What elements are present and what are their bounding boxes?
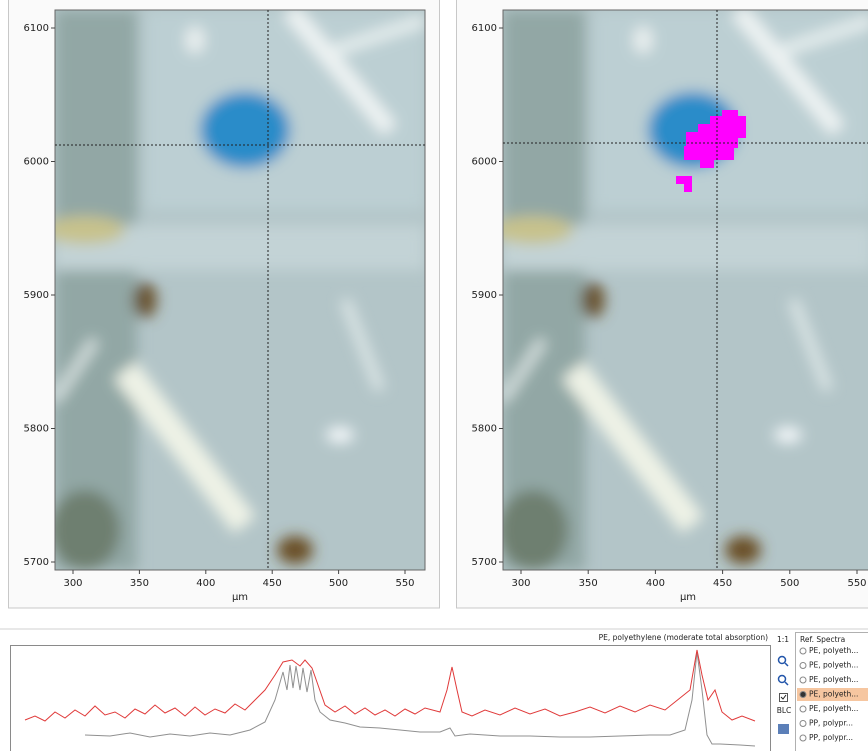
radio[interactable] — [800, 648, 806, 654]
left-image — [45, 10, 425, 570]
y-tick-label: 5800 — [472, 424, 497, 435]
ref-spectrum-item[interactable]: PE, polyeth... — [809, 675, 858, 684]
blc-label: BLC — [777, 706, 792, 715]
radio[interactable] — [800, 721, 806, 727]
ref-spectrum-item[interactable]: PE, polyeth... — [809, 646, 858, 655]
x-tick-label: 550 — [395, 578, 414, 589]
y-tick-label: 6000 — [24, 157, 49, 168]
y-tick-label: 5900 — [24, 290, 49, 301]
export-button[interactable] — [778, 724, 789, 734]
app-window: µm µm PE, polyethylene (moderate total a… — [0, 0, 868, 751]
y-tick-label: 6000 — [472, 157, 497, 168]
y-tick-label: 5900 — [472, 290, 497, 301]
ref-spectrum-item[interactable]: PE, polyeth... — [809, 690, 858, 699]
zoom-reset[interactable]: 1:1 — [777, 635, 789, 644]
ref-spectrum-item[interactable]: PP, polypr... — [809, 733, 853, 742]
radio[interactable] — [800, 663, 806, 669]
x-tick-label: 300 — [511, 578, 530, 589]
x-tick-label: 350 — [130, 578, 149, 589]
ref-spectrum-item[interactable]: PE, polyeth... — [809, 661, 858, 670]
x-axis-label: µm — [680, 592, 696, 603]
zoom-out[interactable] — [779, 676, 789, 686]
x-tick-label: 400 — [196, 578, 215, 589]
x-tick-label: 300 — [63, 578, 82, 589]
x-tick-label: 350 — [579, 578, 598, 589]
radio[interactable] — [800, 706, 806, 712]
y-tick-label: 5800 — [24, 424, 49, 435]
x-axis-label: µm — [232, 592, 248, 603]
y-tick-label: 5700 — [472, 557, 497, 568]
spectrum-title: PE, polyethylene (moderate total absorpt… — [599, 633, 769, 642]
x-tick-label: 500 — [780, 578, 799, 589]
x-tick-label: 550 — [847, 578, 866, 589]
radio[interactable] — [800, 692, 806, 698]
ref-spectrum-item[interactable]: PP, polypr... — [809, 719, 853, 728]
x-tick-label: 450 — [713, 578, 732, 589]
y-tick-label: 6100 — [24, 23, 49, 34]
x-tick-label: 500 — [329, 578, 348, 589]
zoom-in[interactable] — [779, 657, 789, 667]
right-image — [493, 10, 868, 570]
blc-checkbox[interactable] — [780, 694, 788, 702]
ref-spectra-title: Ref. Spectra — [800, 635, 845, 644]
x-tick-label: 450 — [263, 578, 282, 589]
ref-spectrum-item[interactable]: PE, polyeth... — [809, 704, 858, 713]
x-tick-label: 400 — [646, 578, 665, 589]
radio[interactable] — [800, 735, 806, 741]
radio[interactable] — [800, 677, 806, 683]
y-tick-label: 5700 — [24, 557, 49, 568]
y-tick-label: 6100 — [472, 23, 497, 34]
